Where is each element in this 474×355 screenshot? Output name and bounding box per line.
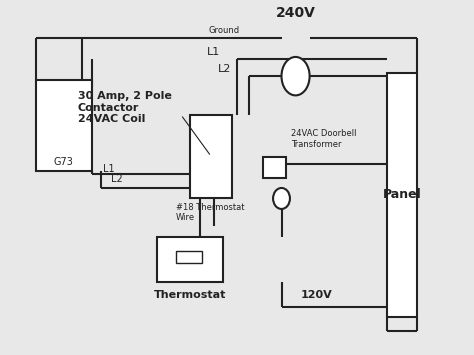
Text: G73: G73	[54, 157, 73, 167]
Bar	[190, 115, 232, 198]
Bar	[263, 157, 286, 178]
Text: 120V: 120V	[301, 290, 332, 300]
Bar	[36, 80, 92, 170]
Bar	[176, 251, 202, 263]
Text: 30 Amp, 2 Pole
Contactor
24VAC Coil: 30 Amp, 2 Pole Contactor 24VAC Coil	[78, 91, 172, 124]
Text: L2: L2	[218, 64, 232, 74]
Text: Panel: Panel	[383, 189, 421, 202]
Text: L1: L1	[103, 164, 115, 174]
Bar	[387, 73, 417, 317]
Text: 24VAC Doorbell
Transformer: 24VAC Doorbell Transformer	[291, 129, 356, 149]
Text: L1: L1	[207, 47, 220, 57]
Text: L2: L2	[110, 174, 122, 184]
Ellipse shape	[282, 57, 310, 95]
Text: Thermostat: Thermostat	[154, 290, 227, 300]
Text: Ground: Ground	[209, 26, 240, 35]
Ellipse shape	[273, 188, 290, 209]
Text: 240V: 240V	[275, 6, 316, 20]
Text: #18 Thermostat
Wire: #18 Thermostat Wire	[176, 203, 245, 222]
Bar	[157, 237, 223, 282]
